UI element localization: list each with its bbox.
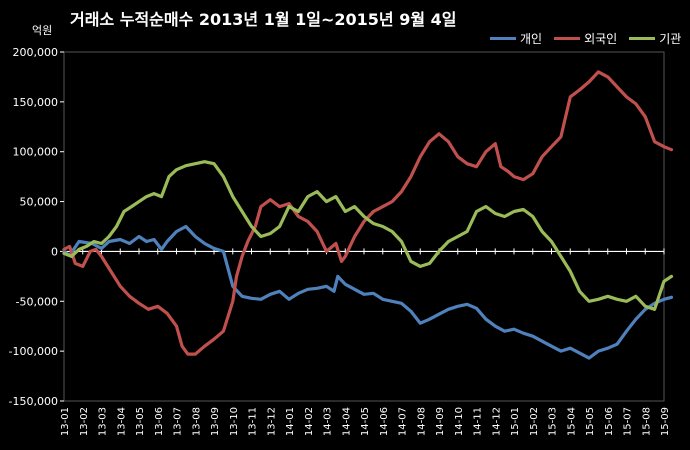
x-tick-label: 15-02 — [529, 407, 540, 436]
chart-title: 거래소 누적순매수 2013년 1월 1일~2015년 9월 4일 — [70, 10, 457, 29]
x-tick-label: 13-07 — [173, 407, 184, 436]
y-tick-label: 100,000 — [13, 146, 59, 159]
x-tick-label: 14-03 — [323, 407, 334, 436]
x-tick-label: 15-05 — [585, 407, 596, 436]
x-tick-label: 14-02 — [304, 407, 315, 436]
x-tick-label: 13-03 — [98, 407, 109, 436]
x-tick-label: 15-08 — [641, 407, 652, 436]
plot-area-border — [63, 51, 665, 402]
x-tick-label: 15-06 — [604, 407, 615, 436]
legend-label-retail: 개인 — [520, 32, 543, 46]
x-tick-label: 14-08 — [416, 407, 427, 436]
y-tick-label: 150,000 — [13, 96, 59, 109]
x-tick-label: 15-07 — [623, 407, 634, 436]
legend-item-institution: 기관 — [629, 30, 681, 47]
x-tick-label: 14-04 — [341, 407, 352, 436]
y-tick-label: 0 — [51, 245, 58, 258]
x-tick-label: 15-04 — [566, 407, 577, 436]
x-tick-label: 15-09 — [660, 407, 671, 436]
x-tick-label: 13-09 — [210, 407, 221, 436]
x-tick-label: 13-06 — [154, 407, 165, 436]
x-tick-label: 14-09 — [435, 407, 446, 436]
x-tick-label: 14-07 — [398, 407, 409, 436]
x-tick-label: 13-02 — [79, 407, 90, 436]
x-tick-label: 13-01 — [60, 407, 71, 436]
legend-swatch-retail — [490, 37, 516, 40]
x-tick-label: 13-04 — [116, 407, 127, 436]
series-line-institution — [62, 160, 674, 311]
legend-label-institution: 기관 — [659, 32, 682, 46]
y-tick-label: -100,000 — [9, 345, 58, 358]
legend-swatch-foreign — [554, 37, 581, 40]
x-tick-label: 14-10 — [454, 407, 465, 436]
x-tick-label: 13-12 — [266, 407, 277, 436]
x-tick-label: 13-05 — [135, 407, 146, 436]
x-tick-label: 14-01 — [285, 407, 296, 436]
y-tick-label: -150,000 — [9, 395, 58, 408]
x-tick-label: 14-05 — [360, 407, 371, 436]
x-tick-label: 13-10 — [229, 407, 240, 436]
y-axis-unit-label: 억원 — [32, 24, 53, 37]
x-tick-label: 14-12 — [491, 407, 502, 436]
y-tick-label: -50,000 — [16, 295, 58, 308]
legend-label-foreign: 외국인 — [584, 32, 618, 46]
x-tick-label: 14-11 — [473, 407, 484, 436]
legend-swatch-institution — [629, 37, 656, 40]
series-line-foreign — [62, 70, 674, 356]
y-tick-label: 50,000 — [20, 196, 59, 209]
x-tick-label: 15-03 — [548, 407, 559, 436]
x-tick-label: 15-01 — [510, 407, 521, 436]
x-tick-label: 14-06 — [379, 407, 390, 436]
legend-item-retail: 개인 — [490, 30, 542, 47]
y-tick-label: 200,000 — [13, 46, 59, 59]
legend: 개인 외국인 기관 — [490, 30, 681, 47]
x-tick-label: 13-11 — [248, 407, 259, 436]
legend-item-foreign: 외국인 — [554, 30, 617, 47]
series-line-retail — [62, 224, 674, 360]
x-tick-label: 13-08 — [191, 407, 202, 436]
